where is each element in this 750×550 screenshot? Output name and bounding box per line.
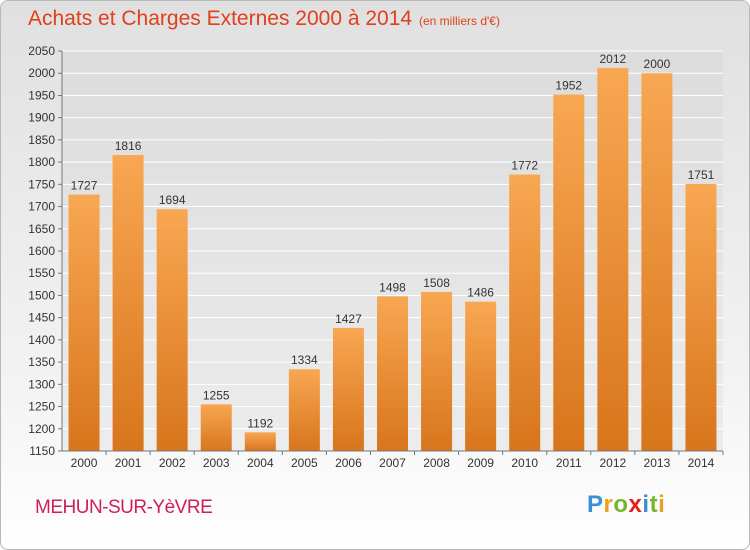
bar-2006 [332, 327, 364, 451]
y-tick-label: 1200 [28, 422, 55, 436]
data-label-2010: 1772 [511, 159, 538, 173]
data-label-2003: 1255 [203, 388, 230, 402]
logo-letter: x [628, 491, 643, 518]
data-label-2008: 1508 [423, 276, 450, 290]
logo-letter: t [649, 491, 659, 518]
x-tick-label-2010: 2010 [511, 456, 538, 470]
x-tick-label-2002: 2002 [159, 456, 186, 470]
axes: 1150 1200 1250 1300 1350 1400 1450 1500 1550 1600… [28, 44, 724, 470]
logo-letter: o [613, 491, 629, 518]
y-tick-label: 1750 [28, 177, 55, 191]
data-label-2009: 1486 [467, 286, 494, 300]
data-label-2006: 1427 [335, 312, 362, 326]
bar-2003 [200, 404, 232, 451]
y-tick-label: 2050 [28, 44, 55, 58]
bar-2010 [509, 174, 541, 452]
x-tick-label-2009: 2009 [467, 456, 494, 470]
x-tick-label-2007: 2007 [379, 456, 406, 470]
logo-letter: r [603, 491, 614, 518]
x-tick-label-2013: 2013 [644, 456, 671, 470]
data-label-2002: 1694 [159, 193, 186, 207]
bar-2005 [288, 369, 320, 451]
y-tick-label: 1950 [28, 88, 55, 102]
data-label-2000: 1727 [71, 179, 98, 193]
bar-2004 [244, 432, 276, 451]
y-tick-label: 1700 [28, 200, 55, 214]
logo-letter: P [587, 491, 604, 518]
bar-2002 [156, 209, 188, 451]
x-tick-label-2008: 2008 [423, 456, 450, 470]
bar-2013 [641, 73, 673, 451]
y-tick-label: 1650 [28, 222, 55, 236]
y-tick-label: 1250 [28, 400, 55, 414]
x-tick-label-2012: 2012 [599, 456, 626, 470]
y-tick-label: 1150 [29, 444, 55, 458]
logo-letter: i [642, 491, 650, 518]
bar-2000 [68, 194, 100, 452]
x-tick-label-2006: 2006 [335, 456, 362, 470]
x-tick-label-2004: 2004 [247, 456, 274, 470]
proxiti-logo: Proxiti [587, 491, 665, 519]
x-tick-label-2005: 2005 [291, 456, 318, 470]
data-label-2012: 2012 [599, 52, 626, 66]
chart-subtitle: (en milliers d'€) [419, 14, 500, 28]
data-label-2013: 2000 [644, 57, 671, 71]
y-tick-label: 1300 [28, 377, 55, 391]
y-tick-label: 1550 [28, 266, 55, 280]
bar-2009 [465, 301, 497, 451]
x-tick-label-2014: 2014 [688, 456, 715, 470]
x-tick-label-2011: 2011 [556, 456, 582, 470]
data-label-2007: 1498 [379, 280, 406, 294]
data-label-2004: 1192 [247, 416, 273, 430]
bar-2001 [112, 155, 144, 451]
data-label-2011: 1952 [555, 79, 582, 93]
bar-2008 [421, 291, 453, 451]
bar-2007 [377, 296, 408, 451]
y-tick-label: 1850 [28, 133, 55, 147]
y-tick-label: 1900 [28, 111, 55, 125]
data-label-2005: 1334 [291, 353, 318, 367]
commune-name: MEHUN-SUR-YèVRE [35, 497, 213, 518]
x-tick-label-2000: 2000 [71, 456, 98, 470]
bar-2012 [597, 67, 629, 451]
data-label-2001: 1816 [115, 139, 142, 153]
y-tick-label: 1450 [28, 311, 55, 325]
bars: 1727 1816 1694 1255 1192 1334 1427 1498 1508 1486… [68, 52, 717, 452]
y-tick-label: 1500 [28, 288, 55, 302]
x-tick-label-2003: 2003 [203, 456, 230, 470]
bar-2014 [685, 183, 717, 451]
y-tick-label: 1800 [28, 155, 55, 169]
y-tick-label: 2000 [28, 66, 55, 80]
chart-title: Achats et Charges Externes 2000 à 2014 [28, 7, 413, 30]
data-label-2014: 1751 [688, 168, 715, 182]
y-tick-label: 1600 [28, 244, 55, 258]
y-tick-label: 1400 [28, 333, 55, 347]
bar-2011 [553, 94, 585, 452]
logo-letter: i [658, 491, 666, 518]
y-tick-label: 1350 [28, 355, 55, 369]
x-tick-label-2001: 2001 [115, 456, 142, 470]
